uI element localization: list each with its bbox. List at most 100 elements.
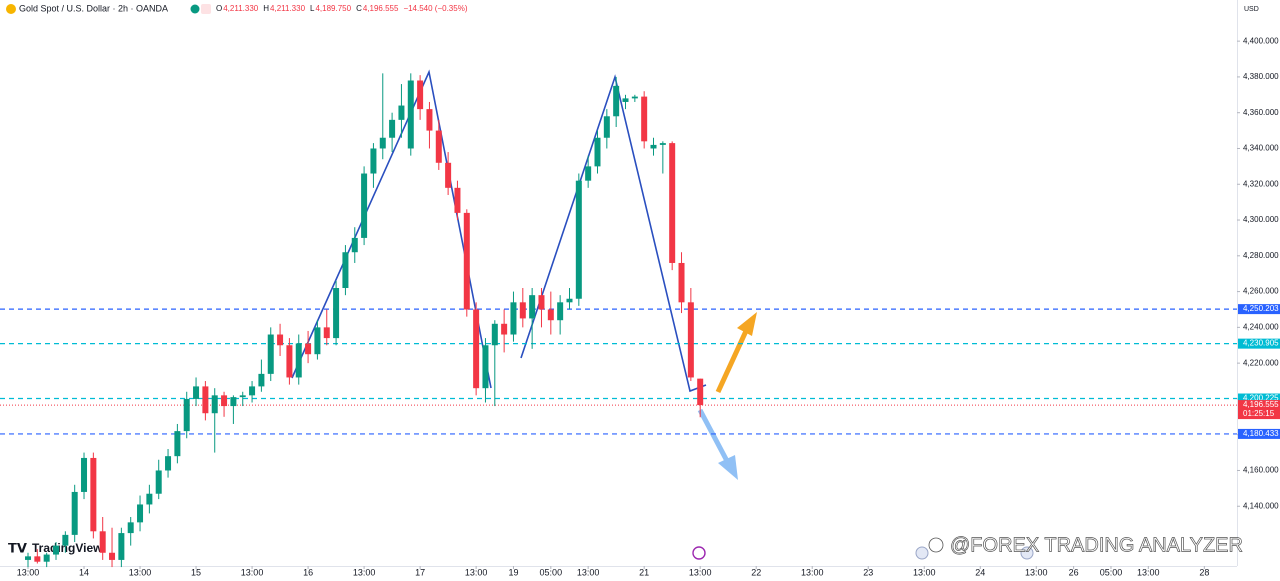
x-tick-label: 19 bbox=[508, 567, 518, 577]
x-tick-label: 15 bbox=[191, 567, 201, 577]
candle-body bbox=[146, 493, 153, 505]
candle-body bbox=[613, 85, 620, 117]
up-arrow[interactable] bbox=[715, 329, 749, 394]
x-tick-label: 13:00 bbox=[577, 567, 600, 577]
candle-body bbox=[71, 491, 78, 535]
ohlc-value: 4,211.330 bbox=[270, 4, 306, 13]
event-icon[interactable] bbox=[692, 546, 706, 560]
level-tag bbox=[1238, 428, 1280, 439]
candle-body bbox=[165, 456, 172, 471]
x-tick-label: 13:00 bbox=[1025, 567, 1048, 577]
candle-body bbox=[631, 96, 638, 99]
candle-body bbox=[221, 395, 228, 407]
x-tick-label: 14 bbox=[79, 567, 89, 577]
candle-body bbox=[230, 397, 237, 407]
x-tick-label: 28 bbox=[1199, 567, 1209, 577]
x-tick-label: 16 bbox=[303, 567, 313, 577]
zigzag-line[interactable] bbox=[291, 69, 492, 389]
y-tick-label: 4,240.000 bbox=[1243, 322, 1279, 331]
candle-body bbox=[43, 554, 50, 562]
level-tag bbox=[1238, 393, 1280, 404]
candle-body bbox=[62, 534, 69, 546]
y-tick-label: 4,160.000 bbox=[1243, 466, 1279, 475]
candle-body bbox=[183, 398, 190, 432]
symbol: Gold Spot / U.S. Dollar · 2h · OANDA bbox=[19, 3, 168, 13]
candle-body bbox=[305, 343, 312, 355]
candle-body bbox=[678, 262, 685, 303]
candle-body bbox=[519, 302, 526, 319]
candle-body bbox=[398, 105, 405, 120]
candle-body bbox=[314, 327, 321, 355]
candle-body bbox=[659, 143, 666, 145]
up-arrow-head[interactable] bbox=[737, 312, 757, 336]
x-tick-label: 13:00 bbox=[913, 567, 936, 577]
candle-body bbox=[603, 116, 610, 138]
level-label: 4,180.433 bbox=[1243, 429, 1279, 438]
candle-body bbox=[389, 119, 396, 138]
watermark: @FOREX TRADING ANALYZER bbox=[950, 534, 1243, 556]
event-icon[interactable] bbox=[1020, 546, 1034, 560]
down-arrow-head[interactable] bbox=[718, 455, 738, 480]
candle-body bbox=[342, 252, 349, 289]
candle-body bbox=[361, 173, 368, 238]
last-price-label: 4,196.555 bbox=[1243, 400, 1279, 409]
candle-body bbox=[445, 162, 452, 188]
x-tick-label: 13:00 bbox=[801, 567, 824, 577]
candle-body bbox=[669, 143, 676, 263]
candle-body bbox=[697, 378, 704, 406]
candle-body bbox=[370, 148, 377, 174]
x-tick-label: 13:00 bbox=[17, 567, 40, 577]
candle-body bbox=[482, 345, 489, 389]
last-price-tag bbox=[1238, 400, 1280, 420]
x-tick-label: 13:00 bbox=[129, 567, 152, 577]
x-tick-label: 13:00 bbox=[353, 567, 376, 577]
ohlc-value: 4,211.330 bbox=[223, 4, 259, 13]
ohlc-key: L bbox=[310, 4, 315, 13]
y-tick-label: 4,400.000 bbox=[1243, 36, 1279, 45]
symbol-icon bbox=[6, 4, 16, 14]
x-tick-label: 22 bbox=[751, 567, 761, 577]
candle-body bbox=[277, 334, 284, 346]
currency: USD bbox=[1244, 6, 1259, 13]
y-tick-label: 4,340.000 bbox=[1243, 144, 1279, 153]
candle-body bbox=[650, 144, 657, 149]
market-status[interactable] bbox=[190, 4, 200, 14]
candle-body bbox=[351, 237, 358, 253]
candle-body bbox=[641, 96, 648, 142]
candle-body bbox=[510, 302, 517, 335]
candle-body bbox=[155, 470, 162, 494]
candle-body bbox=[25, 556, 32, 560]
y-tick-label: 4,380.000 bbox=[1243, 72, 1279, 81]
candle-body bbox=[249, 386, 256, 396]
x-tick-label: 05:00 bbox=[540, 567, 563, 577]
watermark-icon bbox=[928, 537, 944, 553]
candle-body bbox=[286, 345, 293, 378]
x-tick-label: 13:00 bbox=[689, 567, 712, 577]
x-tick-label: 13:00 bbox=[465, 567, 488, 577]
brand-logo: 𝗧𝗩 bbox=[8, 540, 27, 555]
candle-body bbox=[426, 109, 433, 131]
candle-body bbox=[454, 187, 461, 213]
ohlc-key: C bbox=[356, 4, 362, 13]
event-icon[interactable] bbox=[915, 546, 929, 560]
x-tick-label: 13:00 bbox=[241, 567, 264, 577]
candle-body bbox=[491, 323, 498, 346]
candle-body bbox=[501, 323, 508, 335]
candle-body bbox=[258, 373, 265, 387]
candle-body bbox=[575, 180, 582, 299]
down-arrow[interactable] bbox=[697, 408, 730, 463]
candle-body bbox=[417, 80, 424, 110]
candle-body bbox=[239, 395, 246, 398]
candle-body bbox=[323, 327, 330, 339]
candle-body bbox=[557, 302, 564, 321]
candle-body bbox=[585, 166, 592, 181]
brand: TradingView bbox=[32, 541, 103, 555]
candle-body bbox=[566, 298, 573, 303]
y-tick-label: 4,320.000 bbox=[1243, 179, 1279, 188]
flag-icon[interactable] bbox=[201, 4, 211, 14]
candle-body bbox=[379, 137, 386, 149]
candle-body bbox=[687, 302, 694, 378]
candle-body bbox=[547, 309, 554, 321]
